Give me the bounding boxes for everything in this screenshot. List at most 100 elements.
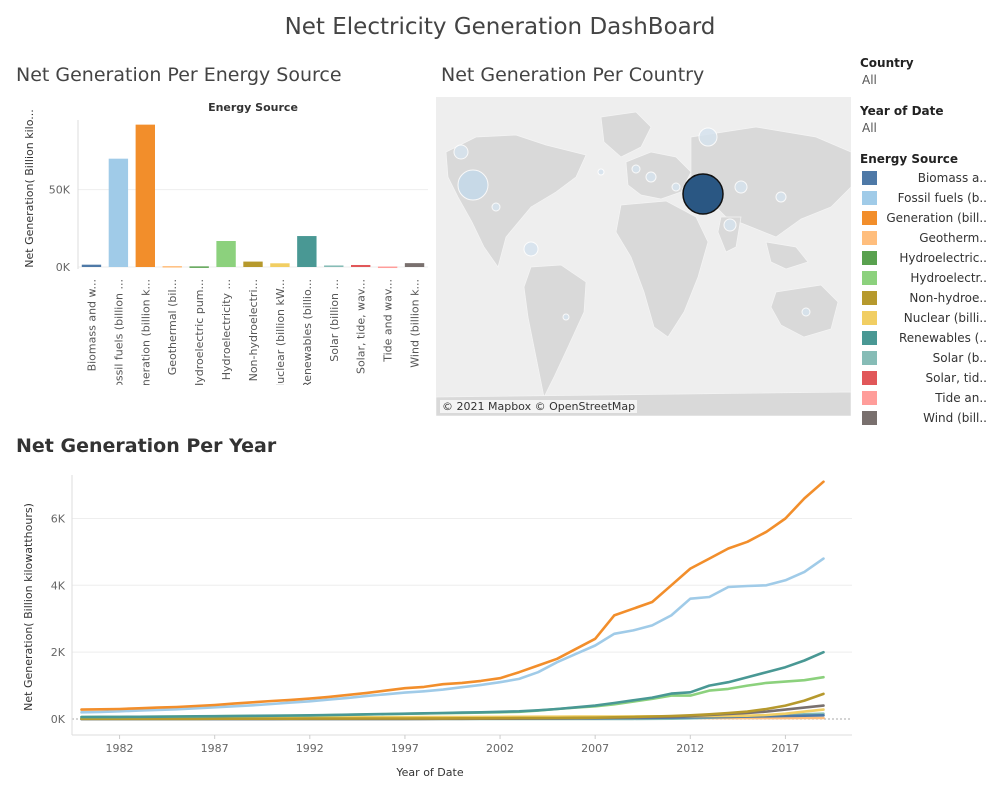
map-circle xyxy=(801,307,811,317)
bar-chart[interactable]: Energy Source 0K 50K Net Generation( Billio… xyxy=(0,95,430,385)
bar-y-tick-label: 0K xyxy=(56,261,71,274)
legend-swatch xyxy=(862,351,877,365)
bar-category-label: Renewables (billio... xyxy=(301,279,314,385)
bar[interactable] xyxy=(270,263,290,267)
bar[interactable] xyxy=(351,264,371,267)
line-x-tick-label: 2007 xyxy=(581,742,609,755)
series-line-fossil[interactable] xyxy=(80,557,825,714)
legend-title: Energy Source xyxy=(860,152,958,166)
bar[interactable] xyxy=(297,236,317,267)
legend-item[interactable]: Wind (bill.. xyxy=(860,408,995,428)
bar[interactable] xyxy=(404,263,425,267)
map-circle xyxy=(723,218,737,232)
bar[interactable] xyxy=(108,158,129,267)
line-x-tick-label: 1987 xyxy=(201,742,229,755)
map-circle xyxy=(523,241,539,257)
line-x-tick-label: 2002 xyxy=(486,742,514,755)
legend-item[interactable]: Nuclear (billi.. xyxy=(860,308,995,328)
bar[interactable] xyxy=(216,241,236,267)
legend-label: Non-hydroe.. xyxy=(909,291,987,305)
south-america-shape xyxy=(523,264,587,399)
legend-label: Hydroelectric.. xyxy=(899,251,987,265)
legend-swatch xyxy=(862,291,877,305)
map-circle xyxy=(671,182,681,192)
series-line-renewables[interactable] xyxy=(80,650,825,719)
bar-category-label: Tide and wav... xyxy=(382,279,395,363)
legend-item[interactable]: Geotherm.. xyxy=(860,228,995,248)
bar-category-label: Fossil fuels (billion ... xyxy=(112,279,125,385)
legend-item[interactable]: Biomass a.. xyxy=(860,168,995,188)
legend-swatch xyxy=(862,171,877,185)
legend-swatch xyxy=(862,371,877,385)
bar[interactable] xyxy=(162,266,182,268)
legend-swatch xyxy=(862,271,877,285)
bar-category-label: Non-hydroelectri... xyxy=(247,279,260,381)
map-credit: © 2021 Mapbox © OpenStreetMap xyxy=(440,400,638,413)
map-circle xyxy=(562,313,570,321)
year-filter-value[interactable]: All xyxy=(862,121,877,135)
legend-label: Solar (b.. xyxy=(932,351,987,365)
series-line-non_hydro[interactable] xyxy=(80,692,825,721)
map-circle xyxy=(734,180,748,194)
bar-category-label: Hydroelectric pum... xyxy=(193,279,206,385)
legend-item[interactable]: Hydroelectr.. xyxy=(860,268,995,288)
line-chart[interactable]: 0K 2K 4K 6K 1982 1987 1992 1997 2002 2007 2012 2017… xyxy=(0,465,860,790)
line-x-tick-label: 1992 xyxy=(296,742,324,755)
line-x-tick-label: 1982 xyxy=(106,742,134,755)
line-chart-title: Net Generation Per Year xyxy=(16,435,277,457)
bar-y-axis-label: Net Generation( Billion kilo... xyxy=(23,109,36,267)
legend-label: Geotherm.. xyxy=(919,231,987,245)
africa-shape xyxy=(615,200,709,338)
bar-category-label: Generation (billion k... xyxy=(139,279,152,385)
map-circle xyxy=(597,168,605,176)
legend-item[interactable]: Renewables (.. xyxy=(860,328,995,348)
legend-item[interactable]: Hydroelectric.. xyxy=(860,248,995,268)
legend-label: Tide an.. xyxy=(935,391,987,405)
filters-panel: Country All Year of Date All Energy Sour… xyxy=(860,56,995,428)
map-circle xyxy=(453,144,469,160)
legend-item[interactable]: Solar (b.. xyxy=(860,348,995,368)
series-line-generation[interactable] xyxy=(80,480,825,711)
legend-item[interactable]: Fossil fuels (b.. xyxy=(860,188,995,208)
bar[interactable] xyxy=(135,124,155,267)
line-x-tick-label: 2012 xyxy=(676,742,704,755)
legend-swatch xyxy=(862,311,877,325)
china-circle xyxy=(682,173,724,215)
map-circle xyxy=(775,191,787,203)
year-filter[interactable]: Year of Date All xyxy=(860,104,995,135)
legend-item[interactable]: Non-hydroe.. xyxy=(860,288,995,308)
legend-swatch xyxy=(862,331,877,345)
line-x-axis-label: Year of Date xyxy=(395,766,463,779)
country-filter[interactable]: Country All xyxy=(860,56,995,87)
dashboard-title: Net Electricity Generation DashBoard xyxy=(284,14,716,40)
greenland-shape xyxy=(600,111,652,158)
legend-items: Biomass a.. Fossil fuels (b.. Generation (… xyxy=(860,168,995,428)
bar-chart-header: Energy Source xyxy=(208,101,298,114)
legend-item[interactable]: Generation (bill.. xyxy=(860,208,995,228)
legend-swatch xyxy=(862,231,877,245)
bar[interactable] xyxy=(377,266,398,269)
bar-category-label: Hydroelectricity ... xyxy=(220,279,233,380)
line-y-tick-label: 6K xyxy=(51,512,66,525)
line-x-tick-label: 1997 xyxy=(391,742,419,755)
country-filter-value[interactable]: All xyxy=(862,73,877,87)
bar[interactable] xyxy=(243,261,263,267)
europe-shape xyxy=(625,151,692,200)
bar[interactable] xyxy=(189,266,209,268)
energy-source-legend: Energy Source Biomass a.. Fossil fuels (b… xyxy=(860,152,995,428)
bar-category-label: Solar (billion ... xyxy=(328,279,341,362)
map-title: Net Generation Per Country xyxy=(441,64,705,86)
map-circle xyxy=(457,169,489,201)
bar[interactable] xyxy=(324,265,344,267)
country-map[interactable] xyxy=(436,97,851,416)
legend-item[interactable]: Solar, tid.. xyxy=(860,368,995,388)
map-canvas xyxy=(436,111,851,416)
map-circle xyxy=(491,202,501,212)
line-y-tick-label: 4K xyxy=(51,579,66,592)
year-filter-title: Year of Date xyxy=(860,104,944,118)
bar-category-label: Solar, tide, wav... xyxy=(355,279,368,374)
legend-item[interactable]: Tide an.. xyxy=(860,388,995,408)
bar[interactable] xyxy=(81,264,102,267)
legend-swatch xyxy=(862,391,877,405)
legend-label: Biomass a.. xyxy=(917,171,987,185)
